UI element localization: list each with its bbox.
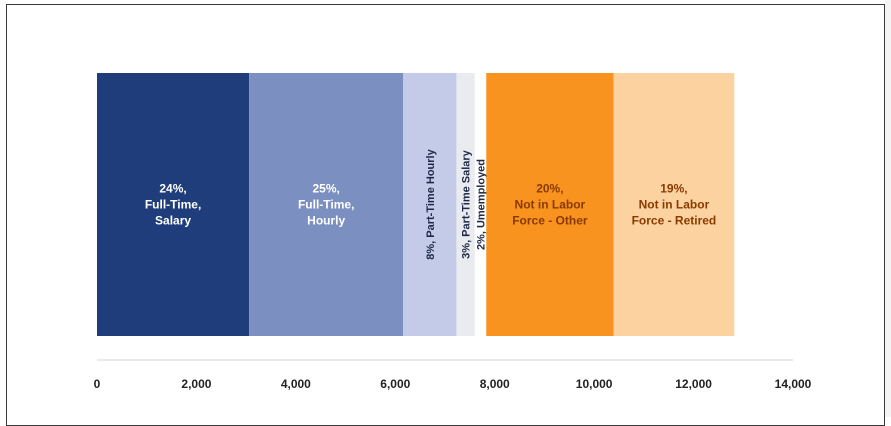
x-tick-label: 12,000 <box>675 377 712 391</box>
bar-segments: 24%, Full-Time, Salary 25%, Full-Time, Hourly… <box>97 73 735 336</box>
bar-segment <box>403 73 457 336</box>
x-tick-label: 4,000 <box>281 377 311 391</box>
segment-label: 2%, Umemployed <box>476 159 488 250</box>
segment-label: 25%, Full-Time, Hourly <box>298 182 354 228</box>
x-tick-label: 0 <box>94 377 101 391</box>
x-tick-label: 6,000 <box>380 377 410 391</box>
segment-label: 20%, Not in Labor Force - Other <box>512 182 588 228</box>
x-tick-label: 14,000 <box>775 377 812 391</box>
bar-segment <box>456 73 475 336</box>
segment-label: 24%, Full-Time, Salary <box>145 182 201 228</box>
bar-segment <box>97 73 250 336</box>
segment-label: 19%, Not in Labor Force - Retired <box>632 182 717 228</box>
x-tick-label: 10,000 <box>576 377 613 391</box>
segment-label: 3%, Part-Time Salary <box>461 149 473 259</box>
stacked-bar-chart: 24%, Full-Time, Salary 25%, Full-Time, Hourly… <box>94 73 812 391</box>
page-edge <box>885 0 891 417</box>
bar-segment <box>474 73 487 336</box>
bar-segment <box>249 73 404 336</box>
segment-label: 8%, Part-Time Hourly <box>425 148 437 259</box>
bar-segment <box>486 73 614 336</box>
bar-segment <box>613 73 735 336</box>
x-tick-label: 8,000 <box>480 377 510 391</box>
x-axis-ticks: 0 2,000 4,000 6,000 8,000 10,000 12,000 14,000 <box>94 377 812 391</box>
x-tick-label: 2,000 <box>181 377 211 391</box>
